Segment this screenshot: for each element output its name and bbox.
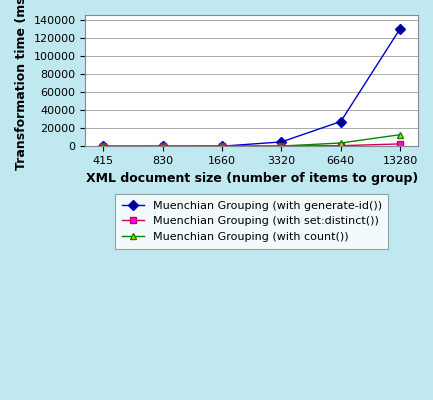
Line: Muenchian Grouping (with generate-id()): Muenchian Grouping (with generate-id()) [100, 25, 404, 150]
Muenchian Grouping (with set:distinct()) [397, 142, 403, 146]
Muenchian Grouping (with set:distinct()) [279, 144, 284, 148]
Muenchian Grouping (with generate-id()) [100, 144, 106, 149]
Muenchian Grouping (with set:distinct()) [220, 144, 225, 149]
Legend: Muenchian Grouping (with generate-id()), Muenchian Grouping (with set:distinct(): Muenchian Grouping (with generate-id()),… [115, 194, 388, 248]
Muenchian Grouping (with count()) [279, 144, 284, 148]
Line: Muenchian Grouping (with count()): Muenchian Grouping (with count()) [100, 131, 404, 150]
X-axis label: XML document size (number of items to group): XML document size (number of items to gr… [86, 172, 418, 185]
Muenchian Grouping (with count()) [100, 144, 106, 149]
Muenchian Grouping (with set:distinct()) [338, 143, 343, 148]
Muenchian Grouping (with generate-id()) [338, 119, 343, 124]
Muenchian Grouping (with set:distinct()) [160, 144, 165, 149]
Muenchian Grouping (with count()) [397, 132, 403, 137]
Muenchian Grouping (with generate-id()) [220, 144, 225, 148]
Muenchian Grouping (with generate-id()) [397, 26, 403, 31]
Muenchian Grouping (with generate-id()) [160, 144, 165, 149]
Line: Muenchian Grouping (with set:distinct()): Muenchian Grouping (with set:distinct()) [100, 140, 404, 150]
Muenchian Grouping (with generate-id()) [279, 140, 284, 144]
Muenchian Grouping (with count()) [338, 140, 343, 145]
Y-axis label: Transformation time (ms): Transformation time (ms) [15, 0, 28, 170]
Muenchian Grouping (with count()) [160, 144, 165, 149]
Muenchian Grouping (with count()) [220, 144, 225, 148]
Muenchian Grouping (with set:distinct()) [100, 144, 106, 149]
